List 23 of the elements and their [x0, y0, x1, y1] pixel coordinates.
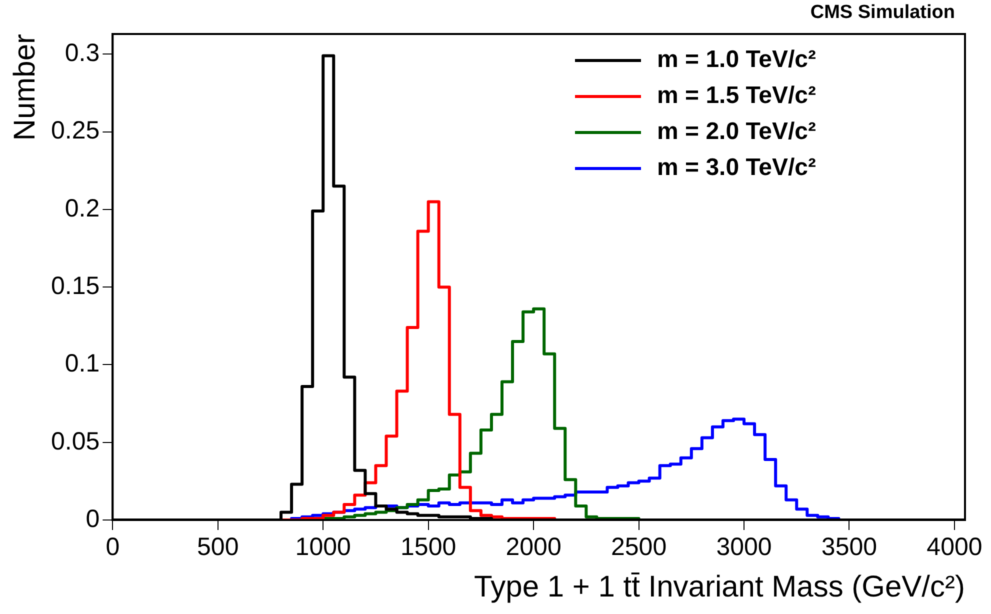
x-tick-label: 3500	[821, 532, 878, 561]
y-tick-label: 0	[86, 504, 100, 533]
x-tick-label: 1000	[295, 532, 351, 561]
x-tick-label: 2000	[506, 532, 562, 561]
x-tick-label: 4000	[926, 532, 982, 561]
x-tick-label: 1500	[400, 532, 456, 561]
x-tick-label: 3000	[716, 532, 772, 561]
legend-label: m = 2.0 TeV/c²	[657, 118, 816, 146]
y-axis-title: Number	[8, 34, 42, 141]
x-tick-label: 2500	[610, 532, 667, 561]
x-axis-title: Type 1 + 1 tt̄ Invariant Mass (GeV/c²)	[474, 570, 965, 604]
legend-label: m = 1.0 TeV/c²	[657, 46, 816, 74]
x-tick-label: 0	[106, 532, 120, 561]
y-tick-label: 0.1	[64, 350, 100, 378]
x-tick-label: 500	[197, 532, 239, 561]
y-tick-label: 0.05	[50, 427, 100, 456]
y-tick-label: 0.3	[64, 39, 100, 68]
y-tick-label: 0.25	[50, 116, 100, 145]
text: CMS Simulation	[810, 2, 955, 24]
legend-label: m = 3.0 TeV/c²	[657, 154, 816, 182]
y-tick-label: 0.2	[64, 194, 100, 222]
legend-label: m = 1.5 TeV/c²	[657, 82, 816, 110]
y-tick-label: 0.15	[50, 272, 100, 300]
